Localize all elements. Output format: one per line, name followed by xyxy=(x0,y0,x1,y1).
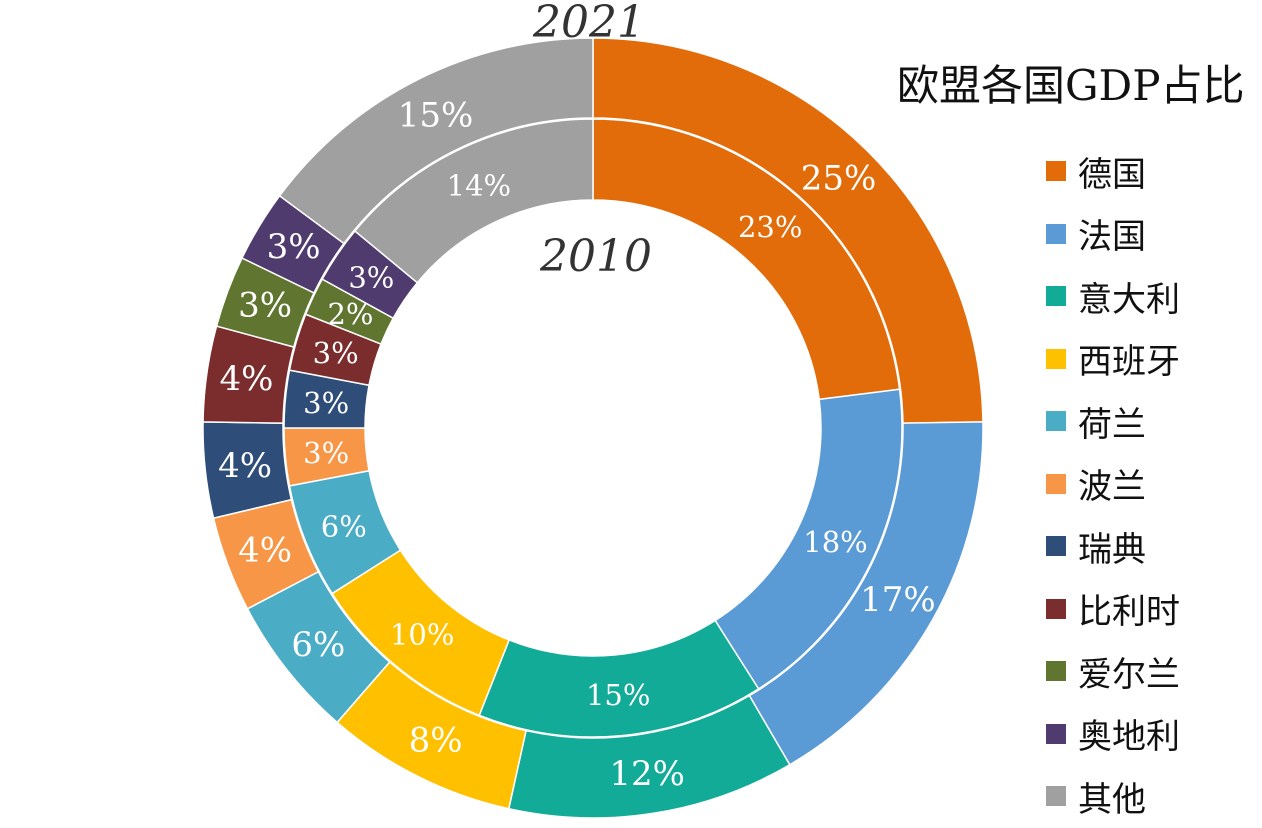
legend-label: 法国 xyxy=(1078,217,1146,258)
data-label-2021-瑞典: 4% xyxy=(218,446,272,486)
data-label-2010-德国: 23% xyxy=(738,210,802,244)
data-label-2010-法国: 18% xyxy=(803,525,867,559)
data-label-2010-瑞典: 3% xyxy=(303,386,349,420)
legend-swatch xyxy=(1046,786,1066,807)
legend-swatch xyxy=(1046,161,1066,182)
data-label-2021-爱尔兰: 3% xyxy=(238,285,292,325)
data-label-2021-西班牙: 8% xyxy=(409,721,463,761)
legend-swatch xyxy=(1046,661,1066,682)
legend-item-法国: 法国 xyxy=(1046,203,1180,266)
chart-title: 欧盟各国GDP占比 xyxy=(897,61,1245,110)
legend-swatch xyxy=(1046,536,1066,557)
data-label-2010-意大利: 15% xyxy=(586,678,650,712)
data-label-2021-奥地利: 3% xyxy=(267,227,321,267)
ring-label-outer: 2021 xyxy=(532,0,645,48)
legend-item-奥地利: 奥地利 xyxy=(1046,703,1180,766)
legend-label: 比利时 xyxy=(1078,592,1180,633)
data-label-2021-比利时: 4% xyxy=(219,359,273,399)
data-label-2010-西班牙: 10% xyxy=(390,617,454,651)
data-label-2010-比利时: 3% xyxy=(313,336,359,370)
legend-label: 爱尔兰 xyxy=(1078,654,1180,695)
slice-2010-其他 xyxy=(353,118,594,284)
data-label-2021-其他: 15% xyxy=(398,95,474,135)
data-label-2010-奥地利: 3% xyxy=(348,260,394,294)
legend-swatch xyxy=(1046,223,1066,244)
ring-label-inner: 2010 xyxy=(539,231,652,282)
data-label-2021-荷兰: 6% xyxy=(291,625,345,665)
data-label-2021-波兰: 4% xyxy=(238,531,292,571)
legend-item-波兰: 波兰 xyxy=(1046,453,1180,516)
legend-label: 荷兰 xyxy=(1078,404,1146,445)
legend-label: 意大利 xyxy=(1078,279,1180,320)
data-label-2010-其他: 14% xyxy=(447,169,511,203)
legend-item-德国: 德国 xyxy=(1046,140,1180,203)
data-label-2021-法国: 17% xyxy=(860,580,936,620)
legend-item-荷兰: 荷兰 xyxy=(1046,390,1180,453)
legend-item-瑞典: 瑞典 xyxy=(1046,515,1180,578)
legend-swatch xyxy=(1046,473,1066,494)
legend-label: 德国 xyxy=(1078,154,1146,195)
legend-item-比利时: 比利时 xyxy=(1046,578,1180,641)
legend-item-其他: 其他 xyxy=(1046,765,1180,828)
legend-swatch xyxy=(1046,348,1066,369)
data-label-2021-意大利: 12% xyxy=(609,754,685,794)
legend-item-西班牙: 西班牙 xyxy=(1046,328,1180,391)
chart-legend: 德国法国意大利西班牙荷兰波兰瑞典比利时爱尔兰奥地利其他 xyxy=(1046,140,1180,828)
legend-swatch xyxy=(1046,286,1066,307)
legend-item-爱尔兰: 爱尔兰 xyxy=(1046,640,1180,703)
legend-swatch xyxy=(1046,598,1066,619)
legend-label: 奥地利 xyxy=(1078,717,1180,758)
legend-item-意大利: 意大利 xyxy=(1046,265,1180,328)
legend-swatch xyxy=(1046,411,1066,432)
data-label-2010-波兰: 3% xyxy=(303,436,349,470)
legend-label: 西班牙 xyxy=(1078,342,1180,383)
legend-label: 波兰 xyxy=(1078,467,1146,508)
data-label-2010-荷兰: 6% xyxy=(321,510,367,544)
legend-label: 其他 xyxy=(1078,779,1146,820)
legend-swatch xyxy=(1046,723,1066,744)
data-label-2021-德国: 25% xyxy=(801,159,877,199)
slice-2021-其他 xyxy=(278,37,594,245)
legend-label: 瑞典 xyxy=(1078,529,1146,570)
